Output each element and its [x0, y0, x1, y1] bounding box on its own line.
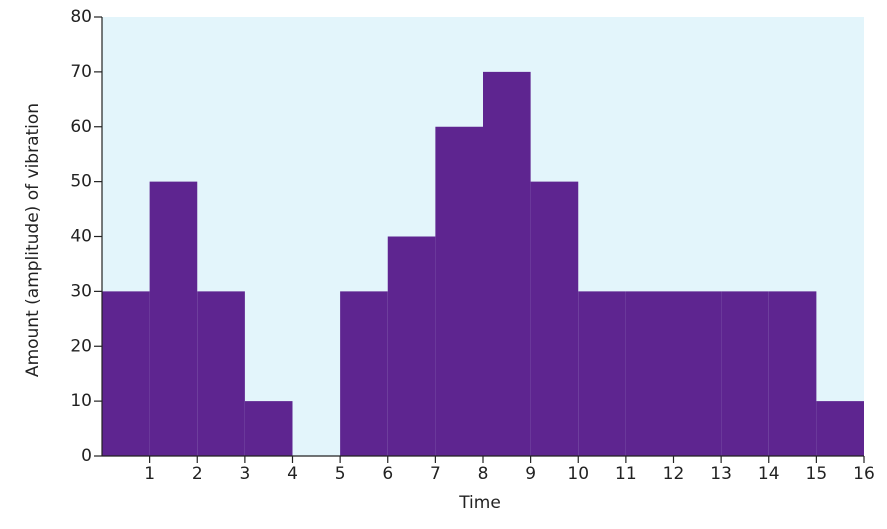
- bar: [149, 181, 198, 456]
- bar: [721, 291, 769, 456]
- y-tick-label: 10: [70, 391, 92, 411]
- x-tick-label: 10: [567, 464, 589, 484]
- y-tick-label: 80: [70, 7, 92, 27]
- x-tick-label: 13: [710, 464, 732, 484]
- x-tick-label: 15: [806, 464, 828, 484]
- marks: [102, 71, 864, 456]
- bar: [387, 236, 436, 456]
- y-tick-label: 50: [70, 172, 92, 192]
- x-tick-label: 7: [430, 464, 441, 484]
- x-axis-label: Time: [458, 493, 501, 513]
- y-tick-label: 20: [70, 336, 92, 356]
- bar: [673, 291, 722, 456]
- bar: [102, 291, 150, 456]
- bar: [197, 291, 245, 456]
- y-tick-label: 30: [70, 281, 92, 301]
- x-tick-label: 6: [382, 464, 393, 484]
- x-tick-label: 16: [853, 464, 875, 484]
- y-tick-label: 0: [81, 446, 92, 466]
- x-tick-label: 11: [615, 464, 637, 484]
- bar: [483, 71, 531, 456]
- y-tick-label: 40: [70, 227, 92, 247]
- bar: [768, 291, 817, 456]
- y-axis-label: Amount (amplitude) of vibration: [23, 103, 43, 377]
- x-tick-label: 3: [239, 464, 250, 484]
- bar: [530, 181, 579, 456]
- bar: [625, 291, 674, 456]
- x-tick-label: 5: [335, 464, 346, 484]
- bar: [816, 401, 864, 456]
- x-tick-label: 14: [758, 464, 780, 484]
- x-tick-label: 8: [478, 464, 489, 484]
- x-tick-label: 1: [144, 464, 155, 484]
- bar: [244, 401, 293, 456]
- bar: [435, 126, 483, 456]
- x-tick-label: 9: [525, 464, 536, 484]
- bar: [578, 291, 626, 456]
- x-tick-label: 12: [663, 464, 685, 484]
- x-tick-label: 2: [192, 464, 203, 484]
- y-tick-label: 70: [70, 62, 92, 82]
- x-tick-label: 4: [287, 464, 298, 484]
- y-tick-label: 60: [70, 117, 92, 137]
- bar: [340, 291, 388, 456]
